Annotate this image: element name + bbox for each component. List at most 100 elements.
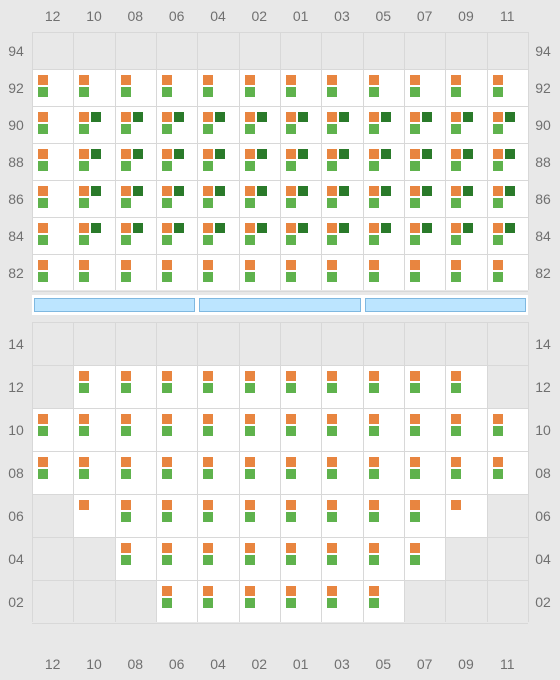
seat-cell[interactable] (33, 218, 73, 254)
seat-cell[interactable] (322, 70, 362, 106)
seat-cell[interactable] (157, 255, 197, 291)
seat-cell[interactable] (281, 366, 321, 408)
seat-cell[interactable] (446, 495, 486, 537)
seat-cell[interactable] (116, 107, 156, 143)
seat-cell[interactable] (157, 181, 197, 217)
seat-cell[interactable] (116, 181, 156, 217)
seat-cell[interactable] (446, 255, 486, 291)
seat-cell[interactable] (405, 181, 445, 217)
seat-cell[interactable] (364, 495, 404, 537)
seat-cell[interactable] (33, 70, 73, 106)
seat-cell[interactable] (364, 144, 404, 180)
seat-cell[interactable] (157, 144, 197, 180)
seat-cell[interactable] (364, 107, 404, 143)
seat-cell[interactable] (116, 70, 156, 106)
seat-cell[interactable] (405, 538, 445, 580)
seat-cell[interactable] (281, 181, 321, 217)
seat-cell[interactable] (446, 181, 486, 217)
seat-cell[interactable] (322, 495, 362, 537)
seat-cell[interactable] (198, 218, 238, 254)
seat-cell[interactable] (198, 581, 238, 623)
seat-cell[interactable] (157, 495, 197, 537)
seat-cell[interactable] (157, 366, 197, 408)
seat-cell[interactable] (157, 538, 197, 580)
seat-cell[interactable] (322, 144, 362, 180)
seat-cell[interactable] (240, 218, 280, 254)
seat-cell[interactable] (198, 409, 238, 451)
seat-cell[interactable] (198, 144, 238, 180)
seat-cell[interactable] (405, 495, 445, 537)
seat-cell[interactable] (198, 107, 238, 143)
seat-cell[interactable] (281, 495, 321, 537)
seat-cell[interactable] (74, 255, 114, 291)
seat-cell[interactable] (74, 70, 114, 106)
seat-cell[interactable] (281, 218, 321, 254)
seat-cell[interactable] (74, 181, 114, 217)
seat-cell[interactable] (364, 452, 404, 494)
seat-cell[interactable] (116, 144, 156, 180)
seat-cell[interactable] (322, 218, 362, 254)
seat-cell[interactable] (322, 255, 362, 291)
seat-cell[interactable] (488, 144, 528, 180)
seat-cell[interactable] (240, 538, 280, 580)
seat-cell[interactable] (240, 366, 280, 408)
seat-cell[interactable] (33, 409, 73, 451)
seat-cell[interactable] (405, 70, 445, 106)
seat-cell[interactable] (240, 255, 280, 291)
seat-cell[interactable] (240, 581, 280, 623)
seat-cell[interactable] (240, 495, 280, 537)
seat-cell[interactable] (74, 409, 114, 451)
seat-cell[interactable] (405, 366, 445, 408)
seat-cell[interactable] (281, 144, 321, 180)
seat-cell[interactable] (364, 218, 404, 254)
seat-cell[interactable] (74, 218, 114, 254)
seat-cell[interactable] (364, 409, 404, 451)
seat-cell[interactable] (116, 538, 156, 580)
seat-cell[interactable] (446, 218, 486, 254)
seat-cell[interactable] (198, 181, 238, 217)
seat-cell[interactable] (405, 218, 445, 254)
seat-cell[interactable] (198, 70, 238, 106)
seat-cell[interactable] (322, 538, 362, 580)
seat-cell[interactable] (322, 366, 362, 408)
seat-cell[interactable] (405, 409, 445, 451)
seat-cell[interactable] (198, 255, 238, 291)
seat-cell[interactable] (240, 181, 280, 217)
seat-cell[interactable] (364, 538, 404, 580)
seat-cell[interactable] (364, 581, 404, 623)
seat-cell[interactable] (33, 255, 73, 291)
seat-cell[interactable] (446, 409, 486, 451)
seat-cell[interactable] (446, 144, 486, 180)
seat-cell[interactable] (157, 581, 197, 623)
seat-cell[interactable] (198, 495, 238, 537)
seat-cell[interactable] (281, 581, 321, 623)
seat-cell[interactable] (157, 409, 197, 451)
seat-cell[interactable] (240, 70, 280, 106)
seat-cell[interactable] (157, 70, 197, 106)
seat-cell[interactable] (198, 366, 238, 408)
seat-cell[interactable] (405, 255, 445, 291)
seat-cell[interactable] (116, 218, 156, 254)
seat-cell[interactable] (446, 70, 486, 106)
seat-cell[interactable] (322, 581, 362, 623)
seat-cell[interactable] (322, 181, 362, 217)
seat-cell[interactable] (488, 218, 528, 254)
seat-cell[interactable] (281, 409, 321, 451)
seat-cell[interactable] (488, 452, 528, 494)
seat-cell[interactable] (157, 452, 197, 494)
seat-cell[interactable] (281, 107, 321, 143)
seat-cell[interactable] (281, 538, 321, 580)
seat-cell[interactable] (281, 452, 321, 494)
seat-cell[interactable] (240, 107, 280, 143)
seat-cell[interactable] (488, 409, 528, 451)
seat-cell[interactable] (488, 70, 528, 106)
seat-cell[interactable] (405, 144, 445, 180)
seat-cell[interactable] (74, 452, 114, 494)
seat-cell[interactable] (364, 366, 404, 408)
seat-cell[interactable] (281, 70, 321, 106)
seat-cell[interactable] (33, 452, 73, 494)
seat-cell[interactable] (74, 495, 114, 537)
seat-cell[interactable] (157, 218, 197, 254)
seat-cell[interactable] (240, 409, 280, 451)
seat-cell[interactable] (74, 366, 114, 408)
